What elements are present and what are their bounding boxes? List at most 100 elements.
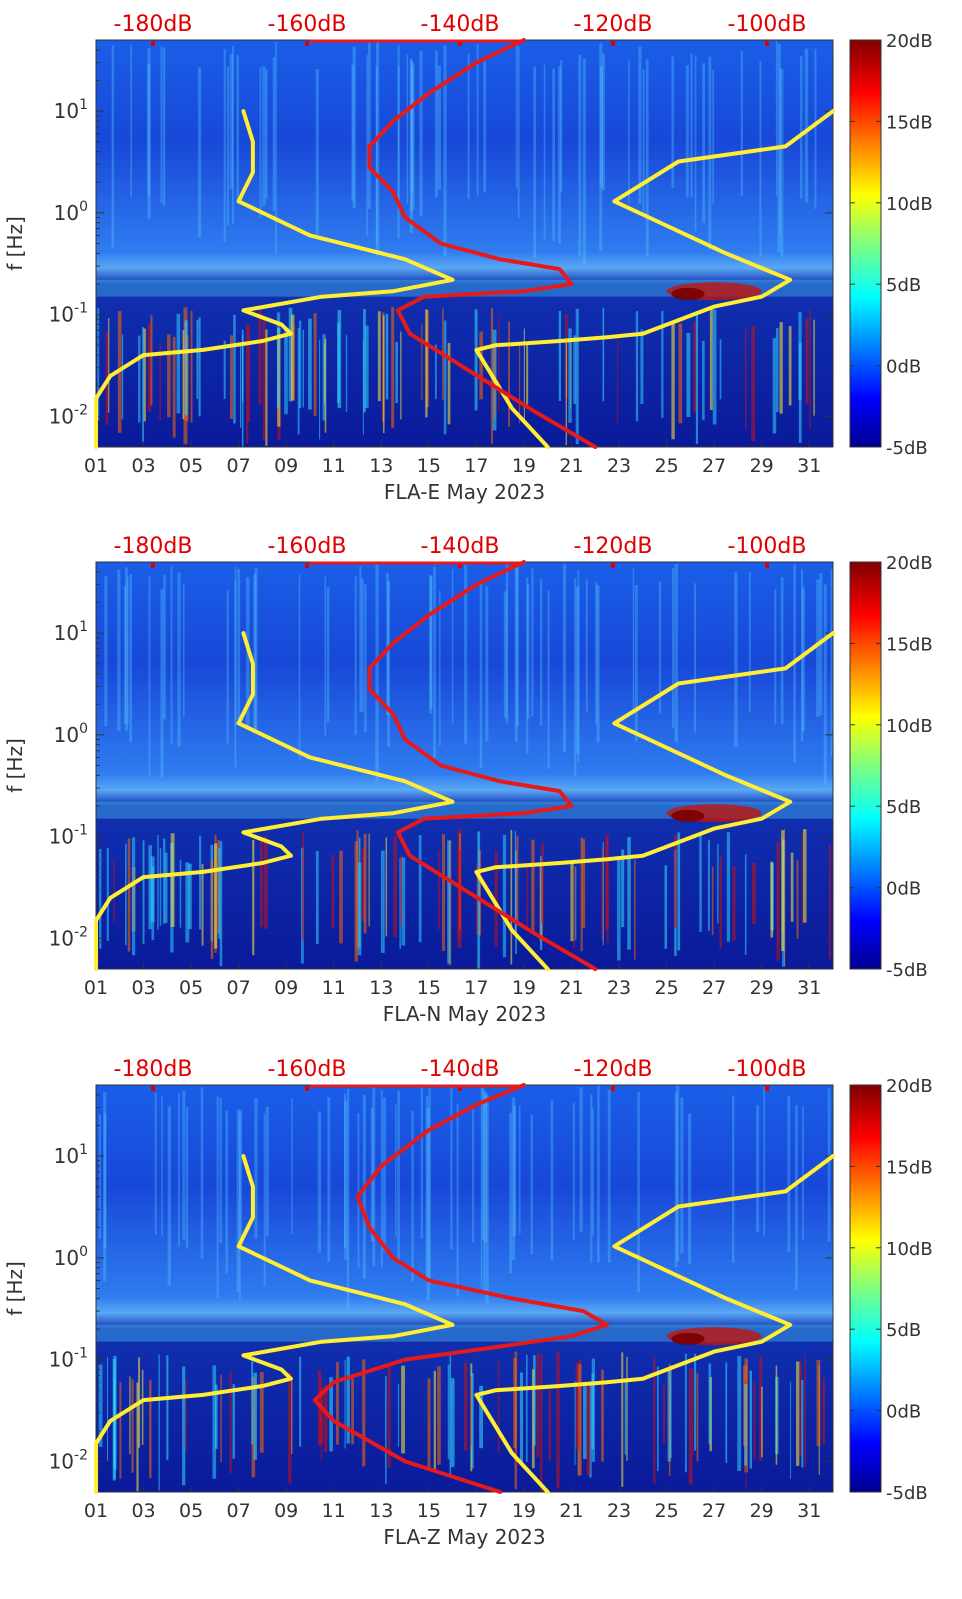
high-frequency-streak xyxy=(676,1085,680,1261)
low-frequency-streak xyxy=(803,829,807,923)
low-frequency-streak xyxy=(709,307,713,411)
low-frequency-streak xyxy=(737,1355,742,1472)
high-frequency-streak xyxy=(756,1105,760,1233)
high-frequency-streak xyxy=(375,562,379,782)
low-frequency-streak xyxy=(233,314,236,424)
low-frequency-streak xyxy=(783,829,786,967)
high-frequency-streak xyxy=(514,564,518,742)
low-frequency-streak xyxy=(798,312,802,401)
high-frequency-streak xyxy=(352,46,356,209)
low-frequency-streak xyxy=(601,847,604,941)
high-frequency-streak xyxy=(775,40,778,197)
low-frequency-streak xyxy=(498,316,500,411)
low-frequency-streak xyxy=(749,1370,752,1469)
low-frequency-streak xyxy=(264,836,268,929)
high-frequency-streak xyxy=(327,1097,331,1263)
high-frequency-streak xyxy=(634,585,638,742)
spectrogram-background xyxy=(96,40,833,447)
low-frequency-streak xyxy=(239,344,242,428)
high-frequency-streak xyxy=(411,63,415,210)
top-axis-label: -180dB xyxy=(114,534,193,559)
high-frequency-streak xyxy=(590,1094,593,1263)
high-frequency-streak xyxy=(382,1097,387,1252)
colorbar-tick-label: 15dB xyxy=(886,112,933,133)
high-frequency-streak xyxy=(687,1113,692,1265)
low-frequency-streak xyxy=(531,839,535,934)
high-frequency-streak xyxy=(543,64,546,240)
top-axis-label: -100dB xyxy=(728,1057,807,1082)
high-frequency-streak xyxy=(344,1100,348,1260)
high-frequency-streak xyxy=(397,45,400,239)
high-frequency-streak xyxy=(480,1086,483,1288)
high-frequency-streak xyxy=(344,1093,347,1249)
top-axis-label: -140dB xyxy=(421,12,500,37)
low-frequency-streak xyxy=(357,862,362,956)
y-axis-label: f [Hz] xyxy=(3,738,27,793)
high-frequency-streak xyxy=(763,1086,766,1236)
low-frequency-streak xyxy=(382,315,385,433)
low-frequency-streak xyxy=(364,325,369,409)
high-frequency-streak xyxy=(239,1113,241,1301)
low-frequency-streak xyxy=(796,860,799,939)
high-frequency-streak xyxy=(533,66,537,259)
low-frequency-streak xyxy=(822,1377,825,1445)
high-frequency-streak xyxy=(693,583,697,733)
x-tick-label: 09 xyxy=(274,977,298,999)
x-tick-label: 03 xyxy=(131,455,155,477)
low-frequency-streak xyxy=(770,861,774,938)
low-frequency-streak xyxy=(106,847,109,941)
top-axis-tick xyxy=(765,1086,769,1091)
low-frequency-streak xyxy=(586,1383,591,1476)
high-frequency-streak xyxy=(558,66,561,244)
low-frequency-streak xyxy=(463,1362,468,1452)
high-frequency-streak xyxy=(485,586,489,742)
x-tick-label: 11 xyxy=(322,977,346,999)
high-frequency-streak xyxy=(185,1106,189,1249)
high-frequency-streak xyxy=(360,578,364,713)
high-frequency-streak xyxy=(375,66,378,246)
low-frequency-streak xyxy=(443,320,447,435)
high-frequency-streak xyxy=(658,582,662,714)
low-frequency-streak xyxy=(400,854,403,926)
high-frequency-streak xyxy=(226,590,229,744)
low-frequency-streak xyxy=(315,850,319,945)
low-frequency-streak xyxy=(323,1384,328,1453)
high-frequency-streak xyxy=(395,1104,397,1237)
low-frequency-streak xyxy=(288,307,293,402)
x-tick-label: 19 xyxy=(512,455,536,477)
high-frequency-streak xyxy=(779,68,781,234)
high-frequency-streak xyxy=(560,60,563,193)
top-axis-tick xyxy=(458,563,462,568)
colorbar xyxy=(849,39,882,448)
high-frequency-streak xyxy=(816,579,820,717)
low-frequency-streak xyxy=(150,856,155,923)
high-frequency-streak xyxy=(411,67,413,193)
low-frequency-streak xyxy=(693,321,697,413)
high-frequency-streak xyxy=(315,69,319,235)
high-frequency-streak xyxy=(147,47,151,220)
high-frequency-streak xyxy=(476,43,479,196)
low-frequency-streak xyxy=(589,1381,592,1478)
high-frequency-streak xyxy=(585,579,588,713)
x-tick-label: 11 xyxy=(322,1500,346,1522)
high-frequency-streak xyxy=(483,1092,488,1243)
high-frequency-streak xyxy=(517,46,520,218)
high-frequency-streak xyxy=(638,46,642,205)
low-frequency-streak xyxy=(210,859,214,960)
series-line-1 xyxy=(94,631,455,971)
high-frequency-streak xyxy=(234,580,237,768)
series-line-2 xyxy=(474,109,835,449)
high-frequency-streak xyxy=(104,576,108,727)
low-frequency-streak xyxy=(804,1356,807,1467)
high-frequency-streak xyxy=(117,569,121,731)
x-tick-label: 13 xyxy=(369,1500,393,1522)
high-frequency-streak xyxy=(483,61,487,193)
low-frequency-streak xyxy=(788,325,792,406)
high-frequency-streak xyxy=(182,583,185,718)
top-axis-tick xyxy=(611,563,615,568)
high-frequency-streak xyxy=(262,66,266,206)
low-frequency-streak xyxy=(558,311,561,401)
low-frequency-streak xyxy=(583,1386,587,1460)
low-frequency-streak xyxy=(519,341,521,424)
colorbar-tick-label: 0dB xyxy=(886,357,921,378)
